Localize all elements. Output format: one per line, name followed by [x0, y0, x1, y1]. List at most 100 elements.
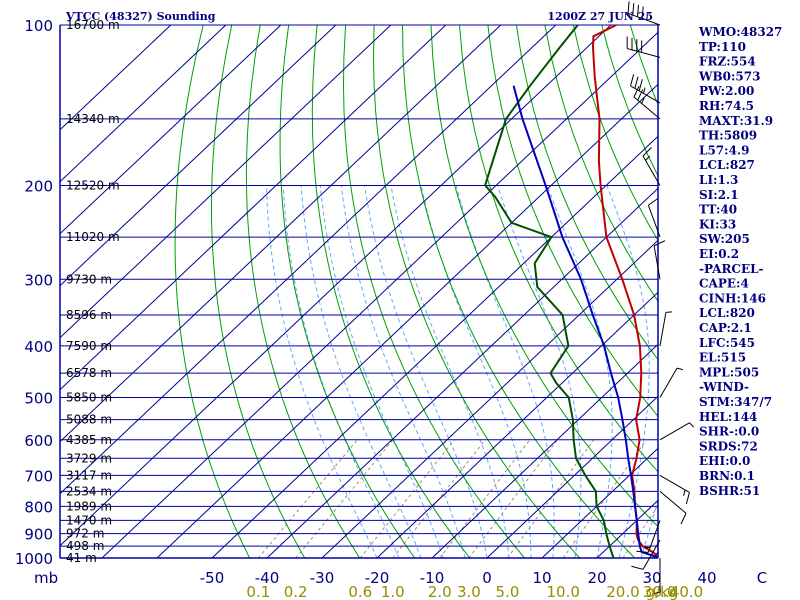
wind-barb-feather: [630, 74, 635, 87]
index-entry: WB0:573: [698, 69, 760, 83]
height-label: 1989 m: [66, 499, 112, 513]
wind-barb-staff: [630, 85, 661, 104]
height-label: 12520 m: [66, 178, 120, 192]
wind-barb-feather: [641, 97, 645, 104]
wind-barb-feather: [680, 513, 687, 525]
pressure-tick-label: 100: [24, 17, 53, 35]
index-entry: LFC:545: [699, 336, 755, 350]
index-entry: CAP:2.1: [699, 321, 752, 335]
wind-barb-feather: [644, 546, 651, 549]
height-label: 11020 m: [66, 230, 120, 244]
index-entry: -PARCEL-: [699, 262, 764, 276]
wind-barb-feather: [645, 155, 651, 161]
moist-adiabat-line: [282, 185, 400, 558]
wind-barb-feather: [638, 79, 643, 92]
mixing-ratio-tick-label: 0.1: [246, 583, 270, 600]
temperature-tick-label: -20: [365, 569, 390, 587]
height-label: 3729 m: [66, 451, 112, 465]
wind-barb-feather: [636, 4, 639, 17]
moist-adiabat-line: [455, 185, 555, 558]
moist-adiabat-line: [497, 185, 582, 558]
index-entry: -WIND-: [699, 380, 749, 394]
pressure-tick-label: 900: [24, 526, 53, 544]
wind-barb-staff: [659, 422, 690, 441]
mixing-ratio-axis: 0.1 0.2 0.6 1.0 2.0 3.0 5.0 10.0 20.0 30.040.0g/k…: [246, 583, 703, 600]
pressure-tick-label: 300: [24, 271, 53, 289]
temperature-tick-label: 0: [482, 569, 492, 587]
height-label: 5088 m: [66, 413, 112, 427]
isotherm-line: [60, 25, 227, 183]
isotherm-line: [541, 447, 658, 558]
x-axis-prefix: mb: [34, 569, 58, 587]
mixing-ratio-tick-label: 3.0: [457, 583, 481, 600]
moist-adiabat-line: [364, 185, 488, 558]
isotherm-line: [101, 31, 658, 558]
height-label: 2534 m: [66, 484, 112, 498]
index-entry: TP:110: [699, 40, 746, 54]
wind-barb-staff: [659, 312, 667, 346]
index-entry: CINH:146: [699, 291, 766, 305]
temperature-trace: [591, 25, 658, 558]
wind-barb-feather: [627, 1, 630, 14]
mixing-ratio-tick-label: 40.0: [670, 583, 703, 600]
mixing-ratio-tick-label: 0.2: [284, 583, 308, 600]
sounding-traces: [483, 25, 658, 558]
isotherm-line: [211, 135, 658, 558]
index-entry: CAPE:4: [699, 277, 749, 291]
mixing-ratio-line: [359, 439, 455, 558]
temperature-tick-label: 30: [642, 569, 661, 587]
isotherm-line: [321, 239, 658, 558]
mixing-ratio-tick-label: 0.6: [348, 583, 372, 600]
isotherm-line: [156, 83, 658, 558]
dry-adiabat-line: [311, 25, 471, 558]
dry-adiabat-line: [773, 25, 800, 558]
isotherm-line: [60, 25, 557, 495]
index-entry: LCL:820: [699, 306, 755, 320]
dewpoint-trace: [483, 25, 615, 558]
mixing-ratio-line: [295, 439, 394, 558]
isotherm-line: [60, 25, 502, 443]
plot-frame: [59, 25, 659, 559]
temperature-tick-label: -30: [310, 569, 335, 587]
pressure-axis: 100 200 300 400 500 600 700 800 900 1000: [15, 17, 53, 568]
wind-barb-feather: [633, 85, 640, 98]
wind-barb-staff: [642, 155, 661, 186]
index-entry: RH:74.5: [699, 99, 754, 113]
mixing-ratio-tick-label: 5.0: [496, 583, 520, 600]
temperature-axis: mb -50 -40 -30 -20 -10 0 10 20 30 40 C: [34, 569, 767, 587]
pressure-tick-label: 600: [24, 432, 53, 450]
dry-adiabat-line: [245, 25, 361, 558]
index-entry: SHR-:0.0: [699, 425, 759, 439]
wind-barb-staff: [627, 48, 661, 58]
wind-barb-feather: [632, 3, 635, 16]
height-label: 3117 m: [66, 468, 112, 482]
wind-barb-staff: [642, 539, 661, 570]
index-entry: WMO:48327: [698, 25, 782, 39]
height-label: 5850 m: [66, 391, 112, 405]
height-label: 8596 m: [66, 308, 112, 322]
height-label: 498 m: [66, 539, 104, 553]
chart-datetime: 1200Z 27 JUN 25: [547, 10, 653, 23]
temperature-tick-label: 20: [587, 569, 606, 587]
index-entry: SRDS:72: [699, 439, 758, 453]
wind-barbs: [626, 1, 695, 595]
wind-barb-feather: [676, 367, 683, 371]
index-entry: PW:2.00: [699, 84, 754, 98]
mixing-ratio-line: [439, 439, 531, 558]
wind-barb-staff: [633, 96, 661, 120]
dry-adiabat-line: [210, 25, 306, 558]
isotherm-line: [60, 25, 172, 131]
isotherm-line: [60, 25, 447, 391]
pressure-tick-label: 1000: [15, 550, 53, 568]
isotherm-line: [60, 25, 282, 235]
height-label: 16700 m: [66, 18, 120, 32]
wind-barb-feather: [641, 6, 644, 19]
index-entry: SI:2.1: [699, 188, 739, 202]
height-label: 972 m: [66, 527, 104, 541]
isotherm-line: [431, 343, 658, 558]
isotherm-line: [60, 25, 612, 547]
wind-barb-feather: [689, 422, 695, 428]
wind-barb-feather: [643, 87, 646, 94]
pressure-tick-label: 500: [24, 390, 53, 408]
chart-title: VTCC (48327) Sounding: [65, 10, 216, 23]
